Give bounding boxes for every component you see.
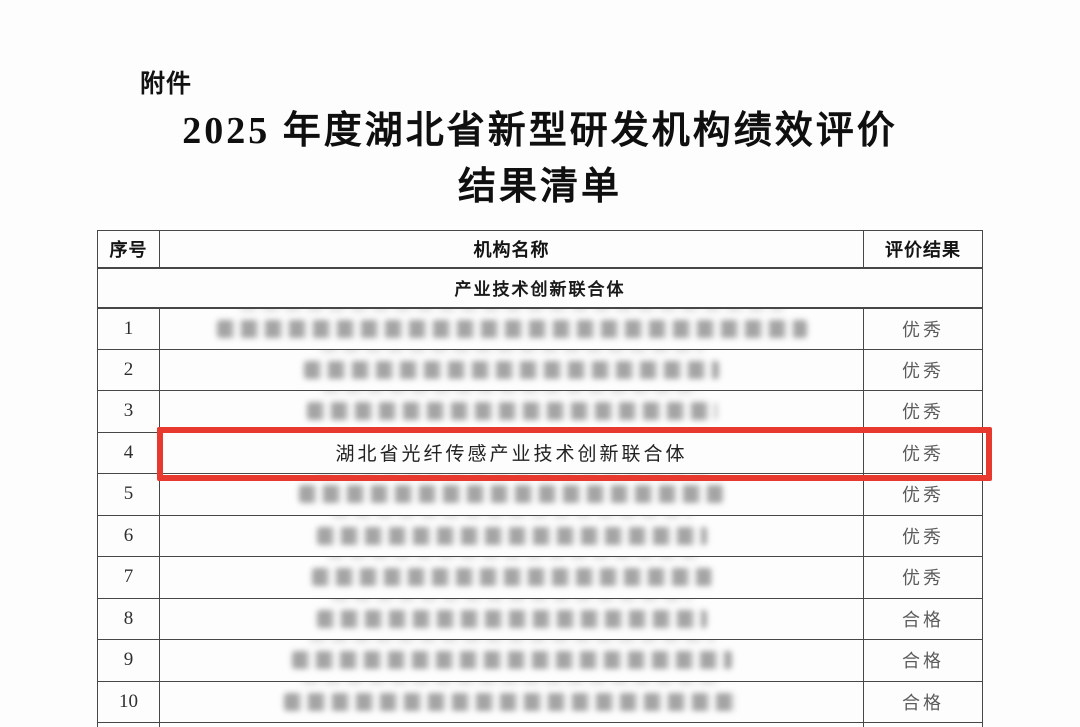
redacted-name-blur xyxy=(284,692,739,711)
row-index: 3 xyxy=(97,390,160,433)
row-index: 7 xyxy=(97,556,160,599)
table-row-3: 3 优秀 xyxy=(97,390,983,433)
redacted-name-ghost xyxy=(332,598,691,601)
row-institution-name-redacted xyxy=(159,307,864,350)
row-institution-name: 湖北省光纤传感产业技术创新联合体 xyxy=(159,431,864,474)
table-header-row: 序号 机构名称 评价结果 xyxy=(97,230,983,269)
redacted-name-ghost xyxy=(327,557,696,559)
row-index: 5 xyxy=(97,473,160,516)
table-row-partial xyxy=(97,722,983,727)
row-index: 10 xyxy=(97,680,160,723)
redacted-name-ghost xyxy=(316,474,707,476)
table-row-1: 1 优秀 xyxy=(97,307,983,350)
row-result: 优秀 xyxy=(863,307,983,350)
table-row-4-highlighted: 4 湖北省光纤传感产业技术创新联合体 优秀 xyxy=(97,431,983,474)
row-institution-name-redacted xyxy=(159,514,864,557)
attachment-label: 附件 xyxy=(140,70,193,98)
redacted-name-blur xyxy=(316,526,707,545)
row-result: 合格 xyxy=(863,680,983,723)
row-result: 合格 xyxy=(863,639,983,682)
redacted-name-blur xyxy=(306,402,717,421)
redacted-name-blur xyxy=(311,568,712,587)
row-institution-name-redacted xyxy=(159,390,864,433)
document-title: 2025 年度湖北省新型研发机构绩效评价 结果清单 xyxy=(0,103,1080,215)
column-header-result: 评价结果 xyxy=(863,230,983,269)
document-title-line1: 2025 年度湖北省新型研发机构绩效评价 xyxy=(182,110,898,152)
redacted-name-ghost xyxy=(240,308,783,311)
redacted-name-blur xyxy=(316,609,707,628)
redacted-name-blur xyxy=(291,651,732,670)
section-header-row: 产业技术创新联合体 xyxy=(97,267,983,309)
row-result: 优秀 xyxy=(863,390,983,433)
redacted-name-ghost xyxy=(332,515,691,518)
table-row-6: 6 优秀 xyxy=(97,514,983,557)
redacted-name-blur xyxy=(299,485,724,504)
row-result: 合格 xyxy=(863,597,983,640)
institution-name-text: 湖北省光纤传感产业技术创新联合体 xyxy=(335,444,688,466)
row-institution-name-redacted xyxy=(159,597,864,640)
row-index: 1 xyxy=(97,307,160,350)
redacted-name-blur xyxy=(304,360,719,379)
redacted-name-blur xyxy=(216,319,807,338)
table-row-8: 8 合格 xyxy=(97,597,983,640)
row-result: 优秀 xyxy=(863,514,983,557)
row-result: 优秀 xyxy=(863,348,983,391)
table-row-10: 10 合格 xyxy=(97,680,983,723)
redacted-name-ghost xyxy=(309,640,714,642)
row-institution-name-redacted xyxy=(159,473,864,516)
row-index: 2 xyxy=(97,348,160,391)
row-result: 优秀 xyxy=(863,556,983,599)
row-index: 9 xyxy=(97,639,160,682)
row-index: 4 xyxy=(97,431,160,474)
table-row-5: 5 优秀 xyxy=(97,473,983,516)
table-row-7: 7 优秀 xyxy=(97,556,983,599)
section-header-label: 产业技术创新联合体 xyxy=(97,267,983,309)
table-row-2: 2 优秀 xyxy=(97,348,983,391)
redacted-name-ghost xyxy=(302,681,721,684)
row-index: 8 xyxy=(97,597,160,640)
row-institution-name-redacted xyxy=(159,348,864,391)
results-table: 序号 机构名称 评价结果 产业技术创新联合体 1 优秀 2 xyxy=(97,230,983,727)
row-institution-name-redacted xyxy=(159,680,864,723)
table-row-9: 9 合格 xyxy=(97,639,983,682)
column-header-index: 序号 xyxy=(97,230,160,269)
row-result: 优秀 xyxy=(863,431,983,474)
row-institution-name-redacted xyxy=(159,556,864,599)
redacted-name-ghost xyxy=(320,349,703,352)
row-result: 优秀 xyxy=(863,473,983,516)
document-title-line2: 结果清单 xyxy=(457,166,622,208)
row-institution-name-redacted xyxy=(159,639,864,682)
column-header-name: 机构名称 xyxy=(159,230,864,269)
row-index: 6 xyxy=(97,514,160,557)
redacted-name-ghost xyxy=(322,391,701,393)
